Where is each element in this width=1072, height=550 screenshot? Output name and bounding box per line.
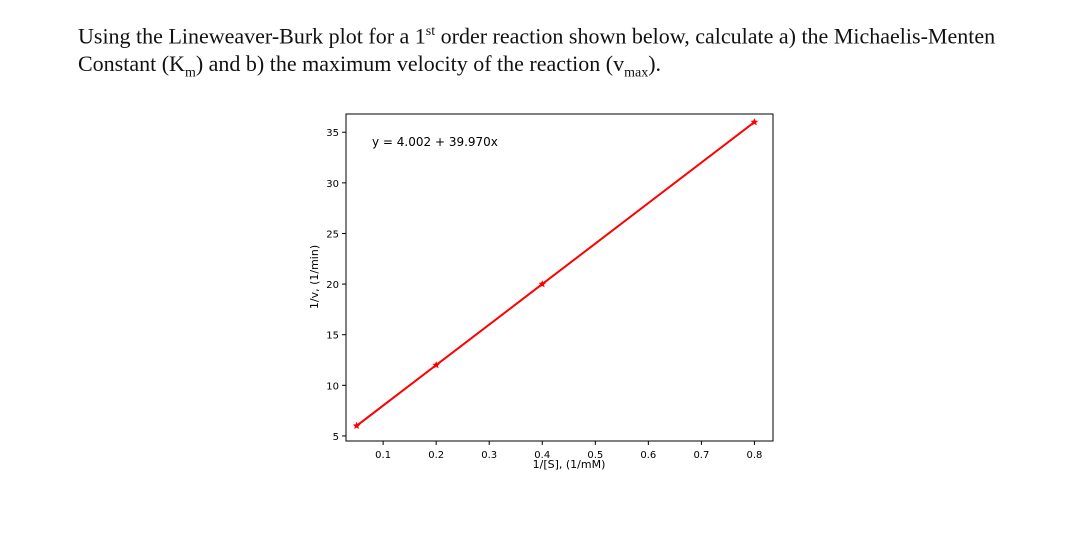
data-point (538, 280, 547, 288)
question-superscript-st: st (425, 24, 436, 39)
question-part-4: ). (648, 51, 662, 77)
x-tick-label: 0.1 (375, 450, 391, 461)
question-text: Using the Lineweaver-Burk plot for a 1st… (78, 18, 1038, 88)
y-tick-label: 25 (326, 229, 339, 240)
x-axis-ticks: 0.1 0.2 0.3 0.4 0.5 0.6 0.7 0.8 (375, 441, 762, 461)
x-tick-label: 0.6 (640, 450, 656, 461)
x-tick-label: 0.8 (746, 450, 762, 461)
y-tick-label: 15 (326, 331, 339, 342)
plot-area-frame (345, 113, 774, 442)
vmax-subscript: max (624, 65, 649, 81)
y-tick-label: 10 (326, 381, 339, 392)
data-point-markers (352, 118, 759, 430)
y-tick-label: 30 (326, 179, 339, 190)
y-tick-label: 35 (326, 128, 339, 139)
km-subscript: m (184, 65, 196, 81)
x-tick-label: 0.2 (428, 450, 444, 461)
x-tick-label: 0.3 (481, 450, 497, 461)
data-point (352, 421, 361, 430)
x-tick-label: 0.4 (534, 450, 550, 461)
question-part-2: order reaction shown below, calculate a)… (78, 23, 996, 77)
x-tick-label: 0.7 (693, 450, 709, 461)
x-axis-label: 1/[S], (1/mM) (533, 458, 606, 471)
data-point (432, 361, 440, 369)
regression-line (356, 121, 756, 427)
data-point (750, 118, 759, 126)
y-axis-label: 1/v, (1/min) (308, 245, 321, 309)
question-part-3: ) and b) the maximum velocity of the rea… (195, 51, 625, 77)
question-part-1: Using the Lineweaver-Burk plot for a 1 (78, 23, 426, 49)
y-axis-ticks: 5 10 15 20 25 30 35 (326, 128, 346, 443)
equation-annotation: y = 4.002 + 39.970x (372, 135, 498, 149)
x-tick-label: 0.5 (587, 450, 603, 461)
y-tick-label: 20 (326, 280, 339, 291)
y-tick-label: 5 (333, 432, 339, 443)
